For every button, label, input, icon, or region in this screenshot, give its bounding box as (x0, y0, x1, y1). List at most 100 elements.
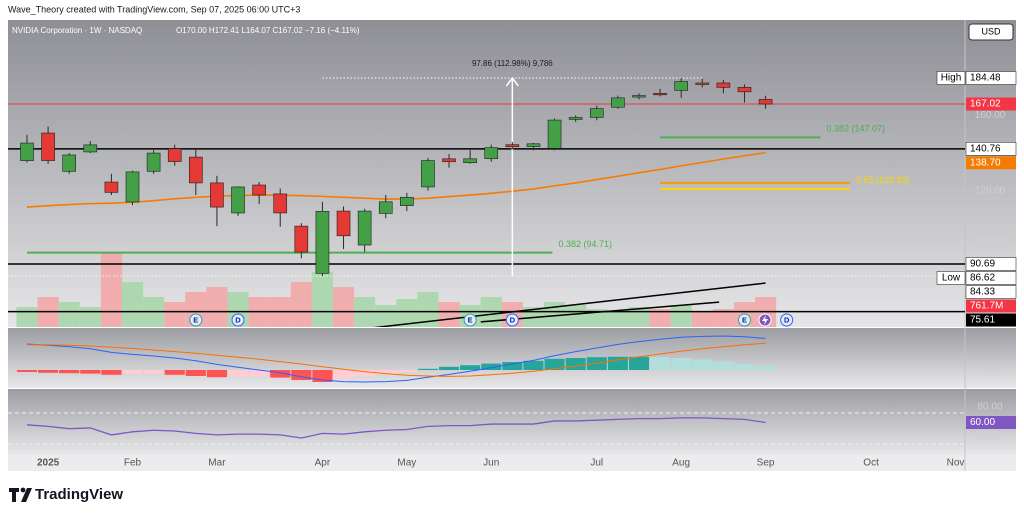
price-label-box (966, 97, 1016, 111)
macd-hist (80, 370, 101, 374)
logo-text: TradingView (35, 486, 123, 503)
rsi-plot (8, 412, 965, 445)
macd-hist (249, 370, 270, 376)
macd-hist (270, 370, 291, 378)
x-tick-label: Nov (947, 458, 965, 469)
price-label-box (965, 271, 1017, 285)
fib-label: 0.65 (120.83) (856, 175, 910, 185)
candle-body (125, 171, 140, 203)
macd-hist (755, 366, 776, 370)
macd-hist (692, 359, 713, 370)
macd-line (26, 335, 766, 383)
macd-hist (565, 358, 586, 370)
candle-body (189, 156, 203, 184)
trendline (373, 282, 766, 327)
rsi-line (26, 417, 766, 439)
candle-body (484, 147, 499, 159)
volume-bar (438, 302, 460, 327)
price-label-box (965, 257, 1017, 271)
candle-body (568, 117, 583, 120)
volume-bar (121, 282, 144, 327)
candle-body (611, 97, 625, 108)
y-tick-label: 100.00 (975, 233, 1006, 244)
rsi-pane (8, 389, 1016, 455)
macd-hist (143, 370, 164, 374)
candle-body (463, 158, 477, 164)
event-marker[interactable] (780, 313, 794, 327)
candle-body (41, 132, 55, 161)
price-plot: 0.382 (147.07) 0.65 (120.83) 0.382 (94.71)… (8, 59, 965, 327)
x-tick-label: Oct (863, 458, 879, 469)
rsi-label: 60.00 (970, 417, 995, 428)
signal-line (26, 342, 766, 377)
macd-hist (438, 366, 460, 370)
macd-hist (291, 370, 312, 380)
volume-label: 761.7M (970, 301, 1003, 312)
candle-body (167, 148, 182, 162)
event-marker[interactable] (737, 313, 751, 327)
event-marker[interactable] (231, 313, 245, 327)
volume-bar (565, 304, 587, 327)
candle-body (716, 82, 731, 88)
volume-bar (691, 312, 713, 327)
volume-bar (670, 304, 692, 327)
tag-box (936, 271, 966, 285)
volume-bar (417, 292, 439, 327)
x-tick-label: May (397, 458, 416, 469)
overlay: 160.00 120.00 100.00 E D E D E D 184.48 High 167.02… (37, 71, 1017, 469)
volume-bar (206, 287, 228, 327)
volume-bar (100, 252, 122, 327)
macd-plot (16, 335, 776, 383)
macd-hist (607, 356, 628, 370)
candle-body (378, 201, 393, 214)
macd-hist (38, 370, 59, 373)
candle-body (231, 186, 245, 214)
candle-body (104, 181, 119, 193)
price-label: 138.70 (970, 157, 1001, 168)
macd-hist (671, 358, 692, 370)
price-label: 184.48 (970, 73, 1001, 84)
time-axis (8, 455, 1016, 471)
event-marker[interactable] (505, 313, 519, 327)
event-label: E (193, 315, 198, 324)
candle-body (526, 143, 541, 147)
macd-hist (164, 370, 185, 375)
macd-hist (502, 362, 523, 370)
volume-bar (290, 282, 312, 327)
candle-body (758, 99, 773, 105)
fib-label: 0.382 (147.07) (826, 124, 885, 134)
candle-body (357, 210, 372, 246)
macd-hist (16, 370, 38, 372)
candle-body (210, 182, 224, 208)
macd-hist (417, 368, 438, 370)
candle-body (83, 144, 98, 153)
event-label: D (784, 315, 790, 324)
candle-body (315, 210, 330, 274)
event-label: D (235, 315, 241, 324)
currency-box[interactable] (968, 23, 1014, 41)
macd-hist (59, 370, 80, 374)
macd-hist (375, 370, 396, 374)
rsi-label-box (966, 416, 1016, 429)
volume-bar (712, 309, 734, 327)
credit: Wave_Theory created with TradingView.com… (8, 4, 300, 14)
tag-label: High (941, 73, 962, 84)
price-label: 90.69 (970, 259, 995, 270)
volume-bar (396, 299, 418, 327)
price-label: 167.02 (970, 99, 1001, 110)
fib-label: 0.382 (94.71) (558, 239, 612, 249)
macd-hist (227, 370, 249, 377)
candle-body (695, 82, 710, 85)
rsi-tick-label: 80.00 (977, 402, 1002, 413)
trendline (480, 301, 720, 323)
candle-body (653, 93, 667, 96)
event-marker[interactable] (189, 313, 203, 327)
event-marker[interactable] (463, 313, 477, 327)
price-label-box (965, 285, 1017, 299)
x-tick-label: Sep (757, 458, 775, 469)
x-tick-label: Jul (590, 458, 603, 469)
price-label: 140.76 (970, 143, 1001, 154)
candle-body (336, 210, 351, 237)
candle-body (400, 196, 414, 206)
macd-hist (122, 370, 143, 374)
